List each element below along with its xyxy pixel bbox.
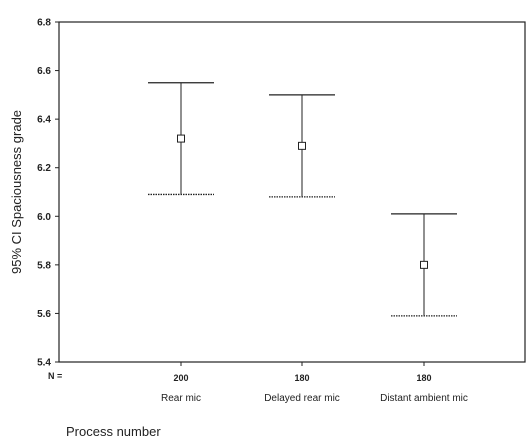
y-axis: 5.4 5.6 5.8 6.0 6.2 6.4 6.6 6.8 bbox=[37, 18, 59, 369]
y-axis-title: 95% CI Spaciousness grade bbox=[9, 110, 24, 274]
y-tick-label: 5.8 bbox=[37, 260, 51, 271]
x-axis: 200 Rear mic 180 Delayed rear mic 180 Distant… bbox=[161, 362, 468, 404]
error-bars bbox=[148, 82, 457, 317]
category-label: Rear mic bbox=[161, 393, 201, 404]
y-tick-label: 5.6 bbox=[37, 309, 51, 320]
y-tick-label: 6.0 bbox=[37, 212, 51, 223]
y-tick-label: 6.2 bbox=[37, 163, 51, 174]
y-tick-label: 5.4 bbox=[37, 358, 51, 369]
y-tick-label: 6.4 bbox=[37, 115, 51, 126]
n-count-label: 200 bbox=[173, 373, 188, 383]
category-label: Delayed rear mic bbox=[264, 393, 340, 404]
x-axis-title: Process number bbox=[66, 424, 161, 439]
n-count-label: 180 bbox=[416, 373, 431, 383]
category-label: Distant ambient mic bbox=[380, 393, 468, 404]
mean-marker bbox=[420, 260, 428, 269]
n-prefix-label: N = bbox=[48, 371, 62, 381]
mean-marker bbox=[298, 141, 306, 150]
y-tick-label: 6.6 bbox=[37, 66, 51, 77]
plot-frame bbox=[58, 21, 526, 363]
n-count-label: 180 bbox=[294, 373, 309, 383]
mean-marker bbox=[177, 134, 185, 143]
y-tick-label: 6.8 bbox=[37, 18, 51, 29]
